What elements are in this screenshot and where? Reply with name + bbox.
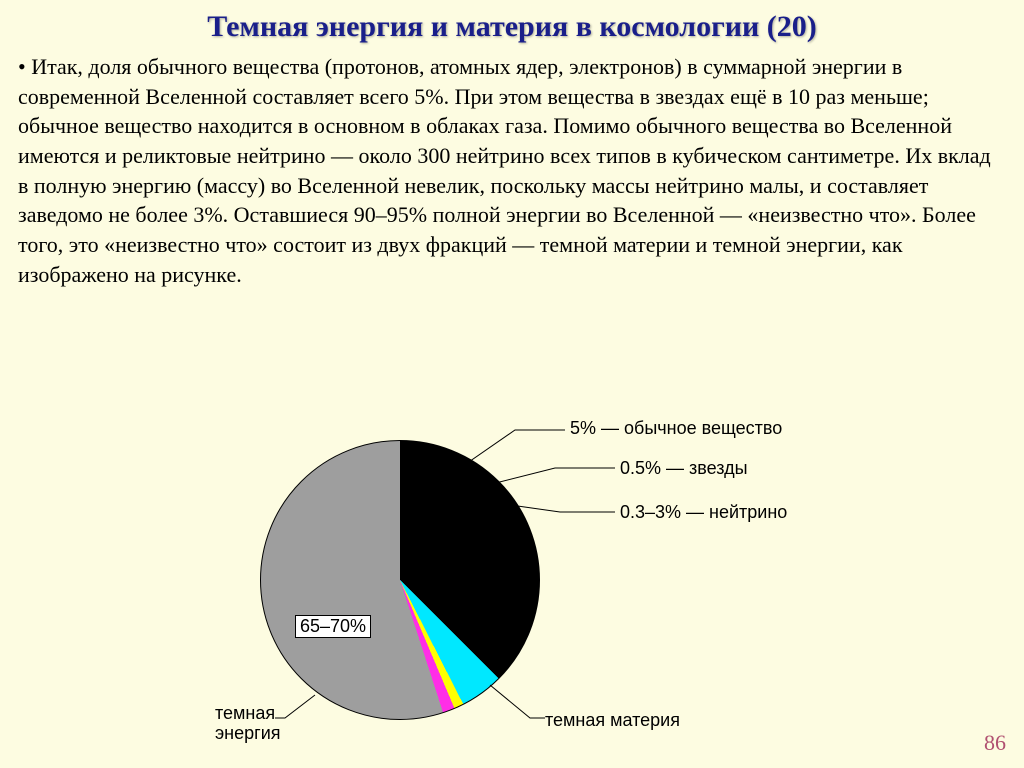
slide-title: Темная энергия и материя в космологии (2… xyxy=(0,0,1024,44)
pie-circle xyxy=(260,440,540,720)
page-number: 86 xyxy=(984,730,1006,756)
pie-label-dark-energy-1: темная xyxy=(215,703,275,724)
pie-label-dark-matter: темная материя xyxy=(545,710,680,731)
pie-inside-label-dark-energy: 65–70% xyxy=(295,615,371,638)
body-paragraph: • Итак, доля обычного вещества (протонов… xyxy=(0,44,1024,290)
pie-label-dark-energy-2: энергия xyxy=(215,723,281,744)
pie-label-ordinary: 5% — обычное вещество xyxy=(570,418,782,439)
pie-label-neutrino: 0.3–3% — нейтрино xyxy=(620,502,787,523)
pie-label-stars: 0.5% — звезды xyxy=(620,458,748,479)
pie-chart: 65–70% 25% 5% — обычное вещество 0.5% — … xyxy=(200,420,840,740)
pie-inside-label-dark-matter: 25% xyxy=(455,595,499,616)
